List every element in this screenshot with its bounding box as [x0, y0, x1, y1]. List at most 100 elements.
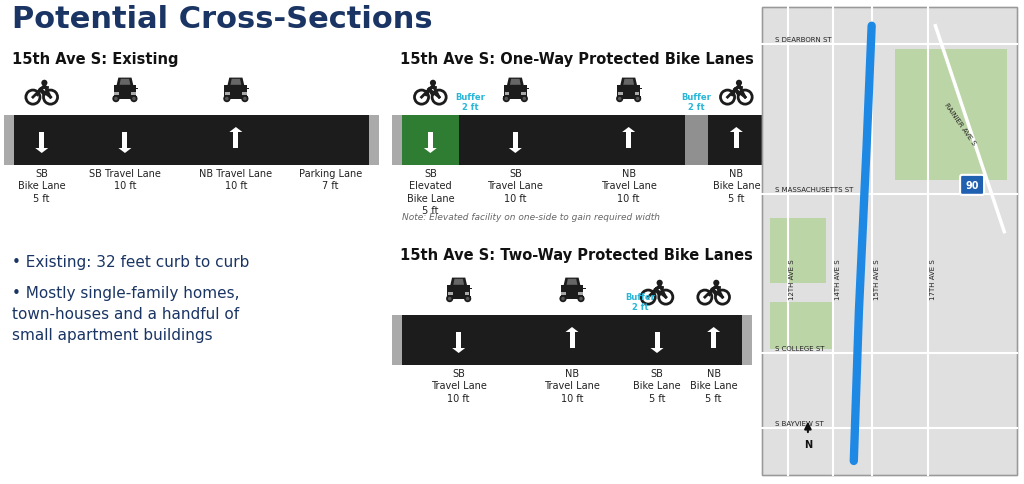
Text: RAINIER AVE S: RAINIER AVE S	[943, 102, 977, 147]
Circle shape	[736, 80, 742, 87]
Polygon shape	[453, 348, 465, 353]
Circle shape	[225, 98, 228, 101]
Text: SB
Elevated
Bike Lane
5 ft: SB Elevated Bike Lane 5 ft	[407, 168, 455, 216]
Circle shape	[580, 297, 583, 301]
Text: S COLLEGE ST: S COLLEGE ST	[775, 346, 824, 351]
Polygon shape	[510, 80, 521, 86]
Polygon shape	[230, 80, 242, 86]
Bar	[505, 93, 509, 96]
Bar	[708, 116, 765, 166]
Circle shape	[578, 295, 585, 302]
Bar	[504, 88, 506, 90]
Bar	[626, 133, 631, 149]
Text: Buffer
2 ft: Buffer 2 ft	[455, 92, 485, 112]
Bar	[247, 88, 250, 90]
Polygon shape	[565, 327, 579, 333]
Polygon shape	[229, 128, 243, 133]
Bar	[616, 96, 641, 99]
Polygon shape	[730, 128, 742, 133]
Bar	[895, 50, 1007, 181]
Text: • Existing: 32 feet curb to curb: • Existing: 32 feet curb to curb	[12, 255, 250, 270]
Text: Potential Cross-Sections: Potential Cross-Sections	[12, 5, 432, 34]
Bar	[369, 116, 379, 166]
Text: Note: Elevated facility on one-side to gain required width: Note: Elevated facility on one-side to g…	[402, 212, 660, 222]
Bar	[70, 116, 180, 166]
Bar	[578, 292, 583, 295]
Text: SB
Bike Lane
5 ft: SB Bike Lane 5 ft	[18, 168, 66, 203]
Bar	[515, 316, 629, 365]
Text: 15TH AVE S: 15TH AVE S	[873, 258, 880, 299]
Bar	[470, 288, 472, 290]
Bar	[402, 116, 459, 166]
Bar	[504, 96, 527, 99]
Circle shape	[132, 98, 136, 101]
Polygon shape	[623, 128, 635, 133]
Polygon shape	[507, 78, 523, 86]
Polygon shape	[35, 149, 48, 154]
Bar	[114, 88, 116, 90]
Circle shape	[505, 98, 508, 101]
Bar	[617, 86, 640, 98]
Circle shape	[242, 96, 249, 103]
Circle shape	[41, 80, 47, 87]
Text: SB
Travel Lane
10 ft: SB Travel Lane 10 ft	[487, 168, 544, 203]
Bar	[114, 86, 136, 98]
Bar	[513, 133, 518, 149]
Bar	[459, 116, 572, 166]
Bar	[521, 93, 526, 96]
Bar	[617, 93, 623, 96]
Bar	[242, 93, 247, 96]
Bar	[465, 292, 469, 295]
Text: N: N	[804, 439, 812, 449]
Polygon shape	[424, 149, 437, 154]
Text: Buffer
2 ft: Buffer 2 ft	[625, 292, 655, 311]
Polygon shape	[624, 80, 634, 86]
Circle shape	[114, 98, 118, 101]
Circle shape	[714, 280, 720, 287]
Bar	[569, 333, 574, 348]
Circle shape	[430, 80, 436, 87]
Circle shape	[113, 96, 120, 103]
Bar	[640, 88, 642, 90]
Bar	[770, 218, 825, 284]
Text: SB Travel Lane
10 ft: SB Travel Lane 10 ft	[89, 168, 161, 191]
Polygon shape	[117, 78, 133, 86]
Bar	[504, 86, 526, 98]
Bar	[526, 88, 528, 90]
Bar	[459, 116, 481, 166]
Circle shape	[464, 295, 471, 302]
Bar	[629, 316, 685, 365]
Bar	[233, 133, 239, 149]
Bar	[14, 116, 70, 166]
Bar	[39, 133, 44, 149]
Polygon shape	[621, 78, 637, 86]
Bar	[225, 93, 229, 96]
Polygon shape	[650, 348, 664, 353]
Polygon shape	[454, 279, 464, 285]
Bar	[762, 8, 1017, 475]
Bar	[113, 96, 137, 99]
Bar	[635, 93, 639, 96]
Bar	[654, 333, 659, 348]
Polygon shape	[119, 149, 131, 154]
Text: SB
Bike Lane
5 ft: SB Bike Lane 5 ft	[633, 368, 681, 403]
Text: NB
Travel Lane
10 ft: NB Travel Lane 10 ft	[601, 168, 656, 203]
Bar	[629, 316, 651, 365]
Bar	[685, 116, 708, 166]
Text: • Mostly single-family homes,
town-houses and a handful of
small apartment build: • Mostly single-family homes, town-house…	[12, 286, 240, 342]
Bar	[765, 116, 775, 166]
Text: S BAYVIEW ST: S BAYVIEW ST	[775, 420, 823, 426]
Circle shape	[223, 96, 230, 103]
Bar	[446, 296, 471, 299]
Text: SB
Travel Lane
10 ft: SB Travel Lane 10 ft	[431, 368, 486, 403]
Bar	[572, 116, 685, 166]
Text: 15th Ave S: One-Way Protected Bike Lanes: 15th Ave S: One-Way Protected Bike Lanes	[400, 52, 754, 67]
Bar	[224, 86, 247, 98]
Circle shape	[446, 295, 454, 302]
Bar	[734, 133, 739, 149]
Polygon shape	[509, 149, 522, 154]
Circle shape	[522, 98, 526, 101]
Bar	[685, 316, 742, 365]
Bar	[224, 96, 248, 99]
Polygon shape	[708, 327, 720, 333]
